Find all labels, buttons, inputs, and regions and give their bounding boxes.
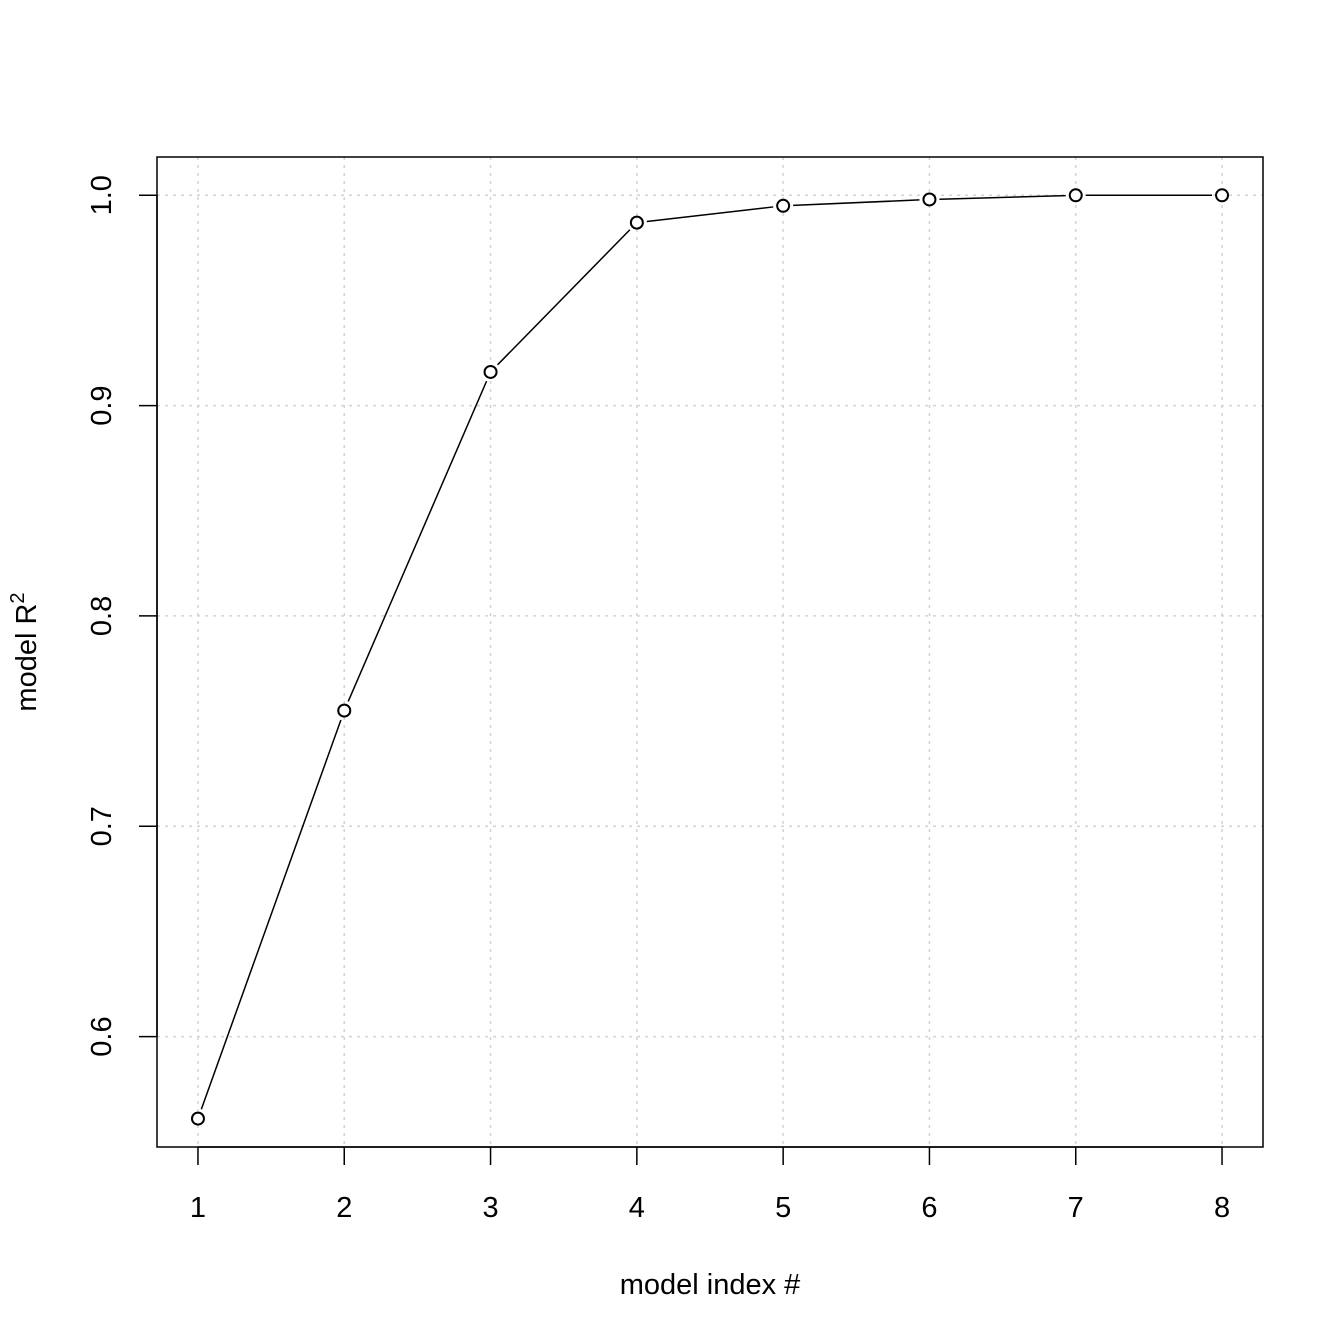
series-line-segment-4: [646, 206, 774, 223]
data-point-8: [1215, 188, 1230, 203]
y-tick-label-3: 0.8: [86, 596, 118, 636]
data-point-6: [922, 192, 937, 207]
data-point-4: [629, 215, 644, 230]
y-tick-label-4: 0.9: [86, 385, 118, 425]
y-axis-title: model R2: [7, 592, 43, 711]
data-point-3: [483, 364, 498, 379]
plot-frame: [156, 156, 1264, 1148]
data-point-7: [1068, 188, 1083, 203]
series-line-segment-3: [497, 229, 631, 366]
axes: 1 2 3 4 5 6 7 8 0.6 0.7 0.8 0.9 1.0: [86, 175, 1230, 1224]
y-axis-title-superscript: 2: [7, 592, 29, 603]
y-tick-label-5: 1.0: [86, 175, 118, 215]
x-tick-label-3: 3: [482, 1192, 498, 1224]
grid-lines: [157, 157, 1263, 1147]
x-tick-label-8: 8: [1214, 1192, 1230, 1224]
series-line-segment-5: [793, 199, 920, 207]
x-tick-label-1: 1: [190, 1192, 206, 1224]
x-tick-label-6: 6: [921, 1192, 937, 1224]
x-tick-label-4: 4: [629, 1192, 645, 1224]
series-line-layer: [200, 194, 1213, 1110]
series-line-segment-6: [939, 194, 1066, 200]
x-tick-label-2: 2: [336, 1192, 352, 1224]
data-point-5: [776, 198, 791, 213]
y-tick-label-2: 0.7: [86, 806, 118, 846]
data-point-2: [337, 703, 352, 718]
y-axis-title-text: model R: [11, 604, 43, 712]
data-point-1: [190, 1111, 205, 1126]
x-tick-label-5: 5: [775, 1192, 791, 1224]
x-axis-title: model index #: [620, 1269, 801, 1301]
data-points: [190, 188, 1230, 1126]
x-tick-label-7: 7: [1068, 1192, 1084, 1224]
y-tick-label-1: 0.6: [86, 1016, 118, 1056]
series-line-segment-2: [347, 380, 488, 702]
series-line-segment-1: [200, 719, 342, 1110]
